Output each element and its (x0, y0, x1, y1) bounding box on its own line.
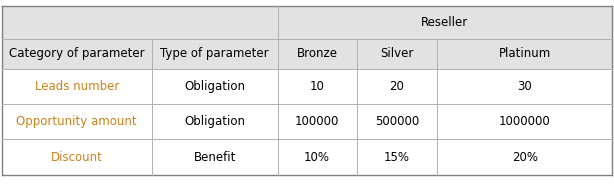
Text: Type of parameter: Type of parameter (160, 47, 269, 61)
Bar (278, 139, 357, 175)
Bar (2, 6, 278, 39)
Bar (2, 39, 152, 69)
Bar (357, 39, 437, 69)
Text: Category of parameter: Category of parameter (9, 47, 144, 61)
Text: 500000: 500000 (375, 115, 419, 128)
Bar (2, 139, 152, 175)
Text: 10%: 10% (304, 151, 330, 164)
Text: 20%: 20% (511, 151, 538, 164)
Bar (2, 69, 152, 104)
Bar (278, 39, 357, 69)
Text: Discount: Discount (51, 151, 103, 164)
Text: Platinum: Platinum (499, 47, 551, 61)
Text: Silver: Silver (380, 47, 414, 61)
Text: 30: 30 (517, 80, 532, 93)
Bar (437, 69, 612, 104)
Text: Benefit: Benefit (193, 151, 236, 164)
Bar (152, 39, 278, 69)
Text: 100000: 100000 (295, 115, 340, 128)
Text: 20: 20 (389, 80, 405, 93)
Text: 15%: 15% (384, 151, 410, 164)
Bar (437, 39, 612, 69)
Bar (437, 139, 612, 175)
Text: Obligation: Obligation (184, 80, 245, 93)
Bar (152, 139, 278, 175)
Bar (357, 139, 437, 175)
Text: Bronze: Bronze (297, 47, 338, 61)
Bar (357, 69, 437, 104)
Bar (152, 104, 278, 139)
Text: Obligation: Obligation (184, 115, 245, 128)
Bar (152, 69, 278, 104)
Bar (357, 104, 437, 139)
Bar (437, 104, 612, 139)
Text: 10: 10 (309, 80, 325, 93)
Text: Opportunity amount: Opportunity amount (17, 115, 137, 128)
Bar (278, 104, 357, 139)
Bar (2, 104, 152, 139)
Text: 1000000: 1000000 (499, 115, 551, 128)
Text: Reseller: Reseller (421, 16, 468, 29)
Text: Leads number: Leads number (34, 80, 119, 93)
Bar (278, 6, 612, 39)
Bar (278, 69, 357, 104)
